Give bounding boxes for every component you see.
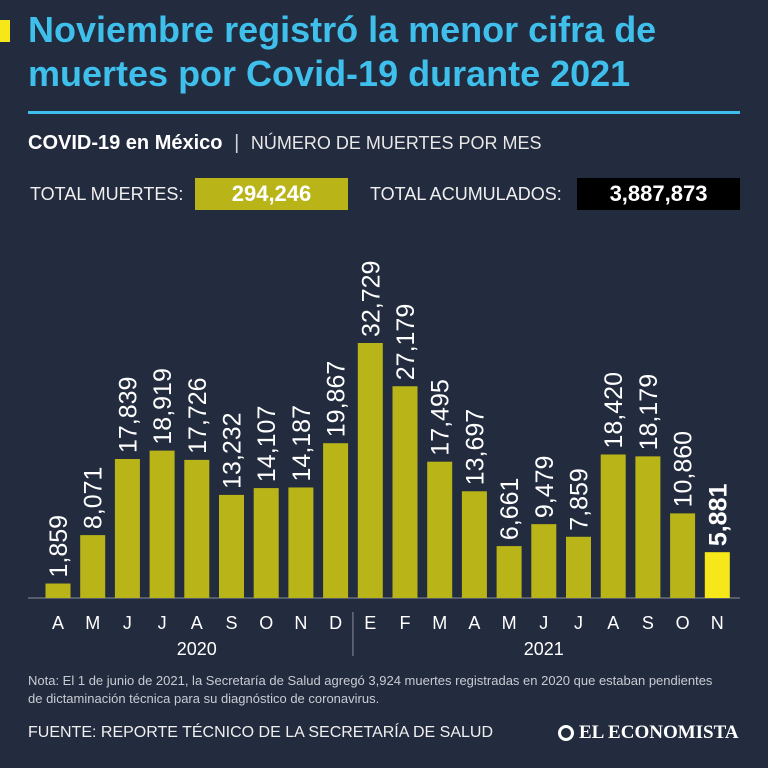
bar-value-label-3: 18,919 <box>149 368 177 444</box>
x-tick-label-9: E <box>364 613 376 633</box>
chart-subtitle: COVID-19 en México | NÚMERO DE MUERTES P… <box>28 132 542 155</box>
x-tick-label-8: D <box>329 613 342 633</box>
bar-11 <box>427 461 453 598</box>
x-tick-label-4: A <box>191 613 203 633</box>
logo-text: EL ECONOMISTA <box>579 722 739 743</box>
total-cumulative-value: 3,887,873 <box>577 178 740 210</box>
bar-7 <box>288 487 314 598</box>
year-label-2020: 2020 <box>177 639 217 659</box>
bar-10 <box>392 386 418 598</box>
bar-value-label-16: 18,420 <box>600 372 628 448</box>
subtitle-topic: COVID-19 en México <box>28 132 223 154</box>
bar-6 <box>253 488 279 598</box>
bar-value-label-4: 17,726 <box>184 377 212 453</box>
x-tick-label-19: N <box>711 613 724 633</box>
bar-value-label-8: 19,867 <box>323 361 351 437</box>
bar-5 <box>219 494 244 598</box>
x-tick-label-13: M <box>502 613 517 633</box>
bar-value-label-13: 6,661 <box>496 478 524 541</box>
bar-9 <box>357 343 383 598</box>
logo-icon <box>558 725 574 741</box>
bar-value-label-9: 32,729 <box>357 261 385 337</box>
bar-18 <box>670 513 696 598</box>
bar-2 <box>114 459 140 598</box>
page-title: Noviembre registró la menor cifra de mue… <box>28 9 657 94</box>
source-credit: FUENTE: REPORTE TÉCNICO DE LA SECRETARÍA… <box>28 724 493 741</box>
bar-19 <box>704 552 730 598</box>
x-tick-label-5: S <box>225 613 237 633</box>
bar-value-label-18: 10,860 <box>670 431 698 507</box>
x-tick-label-6: O <box>259 613 273 633</box>
bar-14 <box>531 524 557 598</box>
x-tick-label-14: J <box>539 613 548 633</box>
bar-value-label-6: 14,107 <box>253 406 281 482</box>
bar-8 <box>323 443 349 598</box>
bar-4 <box>184 459 210 598</box>
bar-value-label-17: 18,179 <box>635 374 663 450</box>
bar-value-label-0: 1,859 <box>45 515 73 578</box>
bar-15 <box>566 536 591 598</box>
x-tick-label-7: N <box>294 613 307 633</box>
bar-value-label-12: 13,697 <box>461 409 489 485</box>
bar-value-label-7: 14,187 <box>288 405 316 481</box>
totals-row: TOTAL MUERTES: 294,246 TOTAL ACUMULADOS:… <box>28 178 740 210</box>
subtitle-separator: | <box>234 132 240 154</box>
x-tick-label-17: S <box>642 613 654 633</box>
bar-0 <box>45 583 71 598</box>
bar-12 <box>461 491 487 598</box>
bar-value-label-19: 5,881 <box>704 484 732 547</box>
x-tick-label-3: J <box>158 613 167 633</box>
x-tick-label-11: M <box>432 613 447 633</box>
x-tick-label-10: F <box>400 613 411 633</box>
x-tick-label-12: A <box>468 613 480 633</box>
bar-value-label-15: 7,859 <box>566 468 594 531</box>
x-tick-label-16: A <box>607 613 619 633</box>
total-deaths-value: 294,246 <box>195 178 348 210</box>
footnote: Nota: El 1 de junio de 2021, la Secretar… <box>28 673 713 706</box>
bar-16 <box>600 454 626 598</box>
total-deaths-label: TOTAL MUERTES: <box>30 184 184 204</box>
deaths-bar-chart: 1,859 A 8,071 M 17,839 J 18,919 J 17,726 A 13,232 S… <box>28 261 740 659</box>
total-cumulative-label: TOTAL ACUMULADOS: <box>370 184 562 204</box>
bar-13 <box>496 546 522 598</box>
bar-value-label-11: 17,495 <box>427 379 455 455</box>
x-tick-label-15: J <box>574 613 583 633</box>
x-tick-label-2: J <box>123 613 132 633</box>
brand-logo: EL ECONOMISTA <box>558 722 739 744</box>
x-tick-label-18: O <box>676 613 690 633</box>
bar-value-label-10: 27,179 <box>392 304 420 380</box>
year-label-2021: 2021 <box>524 639 564 659</box>
bar-1 <box>80 535 106 598</box>
bar-value-label-5: 13,232 <box>219 412 247 488</box>
bar-value-label-2: 17,839 <box>114 377 142 453</box>
bar-value-label-14: 9,479 <box>531 456 559 519</box>
x-tick-label-1: M <box>85 613 100 633</box>
subtitle-measure: NÚMERO DE MUERTES POR MES <box>250 133 542 153</box>
bar-17 <box>635 456 661 598</box>
bar-value-label-1: 8,071 <box>80 467 108 530</box>
bar-3 <box>149 450 175 598</box>
accent-bar <box>0 20 10 42</box>
x-tick-label-0: A <box>52 613 64 633</box>
title-divider <box>28 111 740 114</box>
